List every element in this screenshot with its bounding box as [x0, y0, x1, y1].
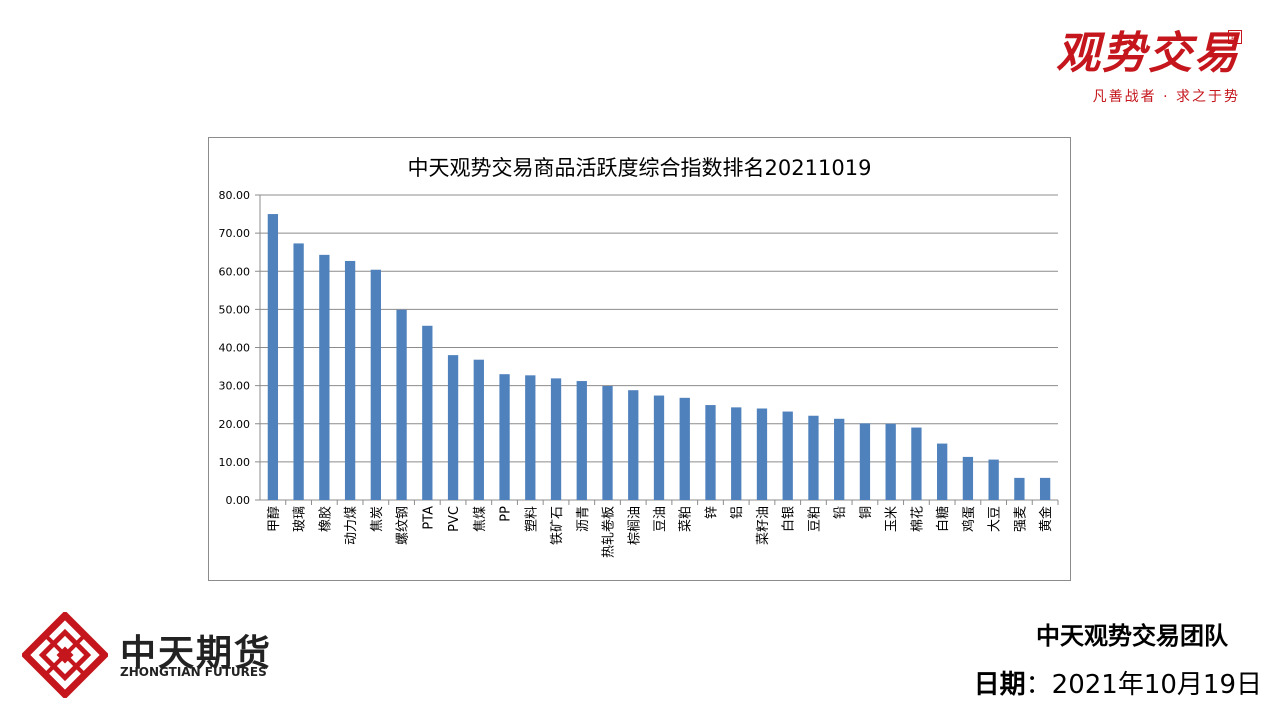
x-category-label: PP — [499, 506, 514, 522]
x-category-label: 黄金 — [1038, 506, 1054, 532]
bar-28 — [988, 459, 999, 500]
y-tick-label: 0.00 — [226, 494, 251, 507]
bar-25 — [911, 427, 922, 500]
brand-seal: 印 — [1228, 30, 1242, 44]
bar-23 — [859, 423, 871, 500]
bar-1 — [293, 243, 304, 500]
company-logo: 中天期货 ZHONGTIAN FUTURES — [20, 610, 282, 702]
x-category-label: 菜籽油 — [756, 506, 771, 545]
x-category-label: 锌 — [704, 506, 719, 519]
bar-26 — [937, 443, 948, 500]
x-category-label: 橡胶 — [317, 506, 333, 532]
bar-6 — [422, 325, 433, 500]
x-category-label: 棉花 — [909, 506, 925, 532]
bar-30 — [1039, 477, 1051, 500]
x-category-label: 玉米 — [885, 506, 900, 532]
x-category-label: 铅 — [833, 506, 848, 519]
bar-7 — [447, 355, 459, 500]
company-name-cn: 中天期货 — [120, 633, 273, 674]
bar-18 — [731, 407, 742, 500]
company-emblem-icon — [20, 610, 110, 700]
x-category-label: 白银 — [781, 506, 797, 532]
x-category-label: 铁矿石 — [550, 506, 565, 545]
x-category-label: 沥青 — [576, 506, 591, 532]
x-category-label: 棕榈油 — [627, 506, 642, 545]
x-category-label: 白糖 — [935, 506, 951, 532]
bar-0 — [267, 214, 279, 500]
x-category-label: 铜 — [859, 506, 874, 519]
bar-17 — [705, 405, 716, 500]
brand-slogan: 凡善战者 · 求之于势 — [1092, 89, 1240, 105]
bar-2 — [319, 254, 330, 500]
x-category-label: 菜粕 — [679, 506, 694, 532]
bar-chart: 0.00 10.00 20.00 30.00 40.00 50.00 60.00 70.00 8… — [219, 189, 1059, 558]
y-tick-label: 60.00 — [219, 265, 251, 278]
y-tick-label: 50.00 — [219, 303, 251, 316]
bar-3 — [344, 260, 356, 500]
bar-29 — [1014, 477, 1025, 500]
bar-21 — [808, 415, 819, 500]
x-category-label: 焦炭 — [370, 506, 385, 532]
x-category-label: 豆粕 — [807, 506, 822, 532]
bar-15 — [653, 395, 665, 500]
x-category-label: 大豆 — [988, 506, 1003, 532]
y-tick-label: 10.00 — [219, 456, 251, 469]
team-name: 中天观势交易团队 — [1036, 622, 1228, 650]
x-category-label: 螺纹钢 — [396, 506, 411, 545]
y-tick-label: 70.00 — [219, 227, 251, 240]
x-category-label: PVC — [447, 506, 462, 532]
bar-27 — [962, 456, 974, 500]
date-value: ：2021年10月19日 — [1025, 670, 1262, 700]
bar-14 — [628, 390, 639, 500]
bar-8 — [473, 359, 484, 500]
date-line: 日期：2021年10月19日 — [974, 664, 1262, 701]
chart-title: 中天观势交易商品活跃度综合指数排名20211019 — [407, 156, 872, 180]
bar-13 — [602, 386, 613, 500]
x-category-label: 铝 — [730, 506, 745, 519]
bar-4 — [370, 269, 381, 500]
y-tick-label: 30.00 — [219, 380, 251, 393]
x-category-label: 甲醇 — [266, 506, 282, 532]
brand-logo: 观势交易 印 凡善战者 · 求之于势 — [1040, 24, 1242, 114]
bar-12 — [576, 381, 587, 500]
x-category-label: 鸡蛋 — [961, 506, 977, 532]
x-category-label: 豆油 — [653, 506, 668, 532]
bar-9 — [499, 374, 510, 500]
bar-24 — [885, 423, 896, 500]
x-category-label: PTA — [421, 506, 436, 530]
brand-logo-text: 观势交易 — [1056, 28, 1240, 79]
x-category-label: 焦煤 — [473, 506, 488, 532]
x-category-label: 热轧卷板 — [601, 506, 617, 558]
bar-5 — [396, 309, 407, 500]
y-tick-label: 20.00 — [219, 418, 251, 431]
bar-20 — [782, 411, 793, 500]
date-label: 日期 — [973, 670, 1026, 700]
x-category-label: 塑料 — [524, 506, 539, 532]
bar-22 — [834, 418, 845, 500]
bar-19 — [756, 408, 768, 500]
bar-16 — [679, 397, 690, 500]
y-tick-label: 80.00 — [219, 189, 251, 202]
chart-frame: 中天观势交易商品活跃度综合指数排名20211019 0.00 10.00 20.00… — [208, 137, 1071, 581]
company-name-en: ZHONGTIAN FUTURES — [120, 665, 267, 679]
bar-11 — [550, 378, 562, 500]
bar-10 — [525, 375, 536, 500]
y-tick-label: 40.00 — [219, 342, 251, 355]
x-category-label: 动力煤 — [344, 506, 359, 545]
x-category-label: 强麦 — [1013, 506, 1028, 532]
x-category-label: 玻璃 — [293, 506, 308, 532]
